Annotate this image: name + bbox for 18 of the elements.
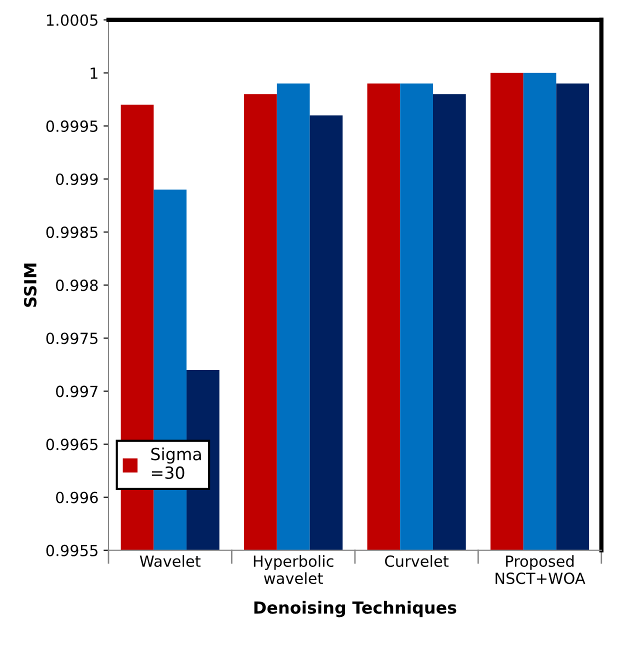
- y-tick-label: 0.9975: [46, 332, 98, 344]
- y-tick-label: 0.999: [56, 173, 98, 186]
- y-axis-title: SSIM: [24, 264, 37, 307]
- y-tick-label: 1: [90, 68, 98, 79]
- y-tick-label: 0.996: [56, 492, 98, 504]
- y-tick-label: 1.0005: [47, 14, 98, 26]
- y-tick-label: 0.9955: [46, 544, 98, 556]
- y-tick-label: 0.998: [56, 280, 98, 292]
- x-tick-label: Wavelet: [140, 555, 201, 567]
- legend-label: Sigma =30: [151, 447, 201, 480]
- y-tick-label: 0.9965: [46, 438, 98, 450]
- x-tick-label: Hyperbolic wavelet: [254, 555, 334, 584]
- y-tick-label: 0.9985: [46, 226, 98, 238]
- y-tick-label: 0.9995: [46, 120, 98, 132]
- x-tick-label: Curvelet: [385, 555, 449, 567]
- x-tick-label: Proposed NSCT+WOA: [496, 555, 586, 584]
- y-tick-label: 0.997: [56, 386, 98, 398]
- x-axis-title: Denoising Techniques: [254, 600, 456, 618]
